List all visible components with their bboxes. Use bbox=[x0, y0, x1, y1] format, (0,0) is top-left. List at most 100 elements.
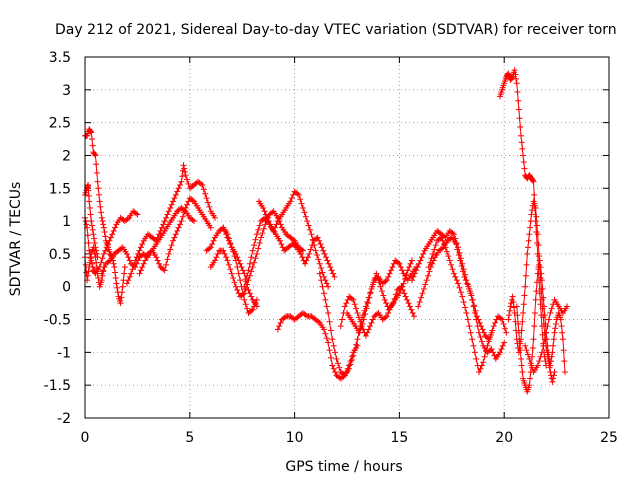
data-point bbox=[522, 283, 529, 290]
data-point bbox=[488, 346, 495, 353]
data-point bbox=[175, 185, 182, 192]
data-point bbox=[357, 325, 364, 332]
data-point bbox=[529, 177, 536, 184]
y-tick-label: -2 bbox=[57, 411, 71, 427]
data-point bbox=[161, 267, 168, 274]
data-point bbox=[98, 209, 105, 216]
data-point bbox=[225, 235, 232, 242]
data-point bbox=[85, 187, 92, 194]
data-point bbox=[535, 242, 542, 249]
data-point bbox=[174, 227, 181, 234]
data-point bbox=[189, 197, 196, 204]
data-point bbox=[100, 224, 107, 231]
data-point bbox=[540, 342, 547, 349]
data-point bbox=[536, 358, 543, 365]
data-point bbox=[214, 250, 221, 257]
data-point bbox=[105, 241, 112, 248]
data-point bbox=[439, 245, 446, 252]
data-point bbox=[101, 264, 108, 271]
data-point bbox=[336, 364, 343, 371]
data-point bbox=[559, 329, 566, 336]
data-point bbox=[518, 327, 525, 334]
data-point bbox=[541, 336, 548, 343]
data-point bbox=[386, 270, 393, 277]
data-point bbox=[318, 265, 325, 272]
data-point bbox=[88, 129, 95, 136]
data-point bbox=[549, 378, 556, 385]
data-point bbox=[278, 241, 285, 248]
data-point bbox=[454, 246, 461, 253]
data-point bbox=[353, 341, 360, 348]
data-point bbox=[170, 237, 177, 244]
series-track-line bbox=[428, 236, 493, 374]
data-point bbox=[299, 204, 306, 211]
data-point bbox=[351, 347, 358, 354]
data-point bbox=[376, 279, 383, 286]
data-point bbox=[87, 211, 94, 218]
y-tick-label: 1.5 bbox=[49, 181, 71, 197]
data-point bbox=[544, 351, 551, 358]
data-point bbox=[522, 342, 529, 349]
data-point bbox=[422, 281, 429, 288]
data-point bbox=[100, 250, 107, 257]
data-point bbox=[526, 231, 533, 238]
data-point bbox=[364, 329, 371, 336]
data-point bbox=[119, 289, 126, 296]
data-point bbox=[530, 178, 537, 185]
data-point bbox=[99, 218, 106, 225]
data-point bbox=[519, 145, 526, 152]
data-point bbox=[478, 362, 485, 369]
data-point bbox=[526, 382, 533, 389]
data-point bbox=[93, 265, 100, 272]
data-point bbox=[471, 302, 478, 309]
data-point bbox=[228, 270, 235, 277]
data-point bbox=[332, 349, 339, 356]
data-point bbox=[85, 192, 92, 199]
data-point bbox=[470, 342, 477, 349]
data-point bbox=[367, 323, 374, 330]
data-point bbox=[235, 270, 242, 277]
data-point bbox=[557, 316, 564, 323]
data-point bbox=[545, 355, 552, 362]
data-point bbox=[534, 362, 541, 369]
data-point bbox=[399, 287, 406, 294]
data-point bbox=[417, 257, 424, 264]
data-point bbox=[89, 142, 96, 149]
data-point bbox=[165, 208, 172, 215]
data-point bbox=[118, 245, 125, 252]
data-point bbox=[472, 307, 479, 314]
data-point bbox=[230, 248, 237, 255]
data-point bbox=[327, 354, 334, 361]
data-point bbox=[497, 349, 504, 356]
data-point bbox=[163, 214, 170, 221]
data-point bbox=[231, 279, 238, 286]
data-point bbox=[457, 289, 464, 296]
data-point bbox=[179, 213, 186, 220]
data-point bbox=[564, 303, 571, 310]
data-point bbox=[473, 355, 480, 362]
data-point bbox=[383, 277, 390, 284]
data-point bbox=[523, 347, 530, 354]
data-point bbox=[523, 261, 530, 268]
data-point bbox=[249, 247, 256, 254]
data-point bbox=[323, 280, 330, 287]
data-point bbox=[249, 306, 256, 313]
y-tick-label: 1 bbox=[62, 214, 71, 230]
series-satellite-tracks bbox=[82, 67, 571, 395]
data-point bbox=[128, 270, 135, 277]
data-point bbox=[427, 259, 434, 266]
data-point bbox=[126, 257, 133, 264]
data-point bbox=[227, 266, 234, 273]
y-tick-label: 2.5 bbox=[49, 116, 71, 132]
series-track-line bbox=[277, 312, 358, 380]
data-point bbox=[95, 274, 102, 281]
data-point bbox=[86, 204, 93, 211]
data-point bbox=[401, 290, 408, 297]
data-point bbox=[319, 283, 326, 290]
data-point bbox=[405, 300, 412, 307]
data-point bbox=[251, 259, 258, 266]
data-point bbox=[550, 375, 557, 382]
x-tick-label: 25 bbox=[600, 430, 618, 446]
data-point bbox=[123, 250, 130, 257]
